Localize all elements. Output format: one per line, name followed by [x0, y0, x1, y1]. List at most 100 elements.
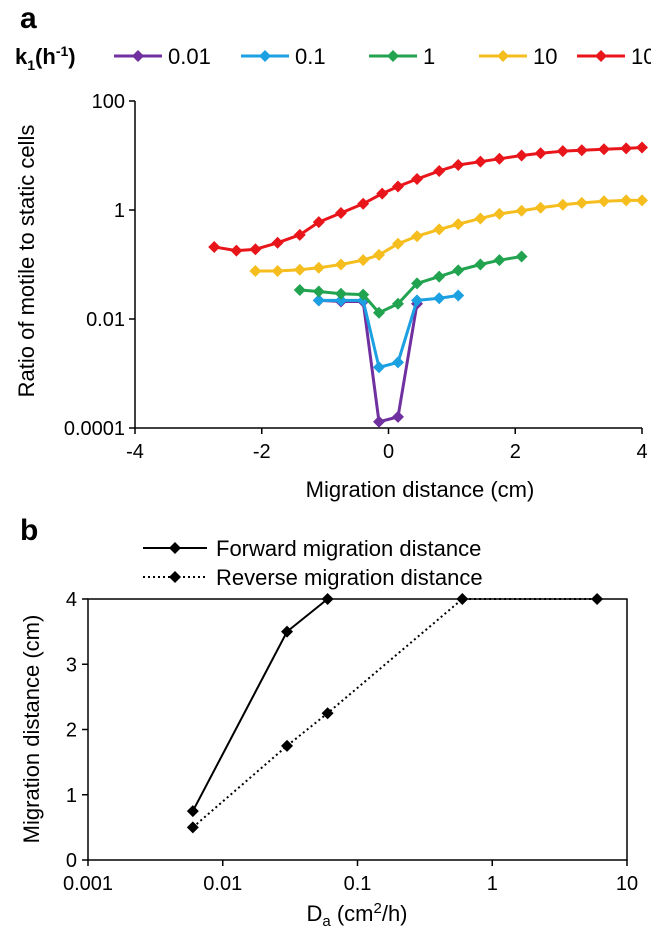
data-point-k1-0-1: [452, 289, 465, 302]
data-point-k1-100: [411, 173, 424, 186]
data-point-k1-10: [372, 248, 385, 261]
panel-a-x-tick-label: -4: [126, 441, 144, 463]
data-point-k1-100: [376, 187, 389, 200]
series-a: [208, 141, 648, 428]
data-point-reverse-migration-distance: [321, 707, 334, 720]
series-line-reverse-migration-distance: [192, 598, 598, 829]
legend-b-marker-reverse-migration-distance: [169, 571, 181, 583]
data-point-k1-10: [433, 223, 446, 236]
data-point-k1-100: [334, 207, 347, 220]
data-point-k1-100: [597, 143, 610, 156]
legend-a-label-10: 10: [533, 44, 557, 69]
data-point-k1-100: [392, 180, 405, 193]
data-point-k1-100: [452, 158, 465, 171]
panel-b-x-tick-label: 10: [616, 873, 638, 895]
data-point-k1-0-1: [334, 294, 347, 307]
panel-b-x-tick-label: 1: [487, 873, 498, 895]
data-point-k1-100: [515, 149, 528, 162]
panel-b: b Forward migration distance Reverse migr…: [19, 514, 638, 930]
legend-a-marker-0-01: [132, 50, 144, 62]
data-point-reverse-migration-distance: [186, 821, 199, 834]
panel-b-y-tick-label: 4: [66, 589, 77, 611]
data-point-k1-100: [230, 244, 243, 257]
panel-b-x-axis-title: Da (cm2/h): [306, 900, 407, 930]
axes-b: 0 1 2 3 4 0.001 0.01 0.1 1 10: [63, 589, 638, 895]
data-point-k1-10: [249, 264, 262, 277]
axes-a: 0.0001 0.01 1 100 -4 -2 0 2 4: [64, 91, 648, 463]
data-point-k1-1: [372, 306, 385, 319]
legend-a-label-0-01: 0.01: [168, 44, 211, 69]
legend-b-label-forward-migration-distance: Forward migration distance: [216, 536, 481, 561]
data-point-k1-10: [636, 194, 648, 207]
panel-b-y-tick-label: 0: [66, 850, 77, 872]
panel-a-x-tick-label: -2: [253, 441, 271, 463]
data-point-forward-migration-distance: [321, 593, 334, 605]
panel-a-label: a: [20, 2, 37, 35]
series-line-forward-migration-distance: [191, 598, 329, 812]
legend-a-label-100: 100: [631, 44, 651, 69]
series-line-k1-0-1: [318, 294, 459, 369]
data-point-k1-0-1: [312, 294, 325, 307]
panel-a-x-tick-label: 2: [510, 441, 521, 463]
legend-b-label-reverse-migration-distance: Reverse migration distance: [216, 565, 483, 590]
legend-a-marker-1: [387, 50, 399, 62]
data-point-reverse-migration-distance: [456, 593, 469, 605]
panel-b-y-tick-label: 3: [66, 654, 77, 676]
data-point-k1-0-01: [392, 410, 405, 423]
panel-a-y-tick-label: 0.0001: [64, 418, 125, 440]
data-point-k1-1: [293, 284, 306, 297]
legend-a-title: k1(h-1): [15, 43, 76, 73]
legend-a-label-0-1: 0.1: [295, 44, 326, 69]
data-point-k1-100: [493, 152, 506, 165]
data-point-k1-10: [392, 237, 405, 250]
data-point-reverse-migration-distance: [281, 739, 294, 752]
legend-a-marker-10: [497, 50, 509, 62]
data-point-k1-10: [452, 218, 465, 231]
data-point-k1-100: [636, 141, 648, 154]
data-point-k1-0-1: [372, 361, 385, 374]
series-line-k1-100: [213, 146, 643, 253]
data-point-k1-0-1: [392, 356, 405, 369]
panel-b-y-tick-label: 1: [66, 785, 77, 807]
panel-a: a k1(h-1) 0.01 0.1 1 10 100 0.0001 0.01 1 100 -4…: [14, 2, 651, 502]
data-point-k1-10: [597, 195, 610, 208]
data-point-k1-10: [474, 212, 487, 225]
data-point-forward-migration-distance: [186, 805, 199, 818]
data-point-k1-10: [556, 198, 569, 211]
data-point-k1-0-1: [433, 292, 446, 305]
panel-a-x-axis-title: Migration distance (cm): [306, 477, 535, 502]
data-point-k1-100: [575, 144, 588, 157]
data-point-k1-1: [433, 270, 446, 283]
data-point-k1-0-01: [372, 415, 385, 428]
data-point-k1-1: [357, 288, 370, 301]
data-point-k1-100: [208, 240, 221, 253]
panel-b-x-tick-label: 0.01: [203, 873, 242, 895]
series-line-k1-10: [255, 198, 642, 273]
legend-a: k1(h-1) 0.01 0.1 1 10 100: [15, 43, 651, 73]
data-point-k1-1: [392, 297, 405, 310]
data-point-k1-10: [312, 261, 325, 274]
data-point-k1-1: [452, 264, 465, 277]
legend-a-label-1: 1: [423, 44, 435, 69]
data-point-k1-10: [515, 204, 528, 217]
data-point-k1-100: [312, 216, 325, 229]
panel-b-x-tick-label: 0.001: [63, 873, 113, 895]
data-point-k1-10: [334, 258, 347, 271]
data-point-k1-1: [493, 254, 506, 267]
legend-a-marker-100: [595, 50, 607, 62]
data-point-k1-10: [493, 207, 506, 220]
data-point-k1-100: [293, 228, 306, 241]
panel-b-label: b: [20, 514, 38, 547]
data-point-k1-10: [411, 230, 424, 243]
data-point-k1-100: [357, 197, 370, 210]
data-point-k1-100: [556, 145, 569, 158]
data-point-k1-100: [433, 164, 446, 177]
data-point-forward-migration-distance: [281, 625, 294, 638]
panel-b-y-tick-label: 2: [66, 720, 77, 742]
panel-b-y-axis-title: Migration distance (cm): [19, 615, 44, 844]
data-point-k1-1: [312, 285, 325, 298]
data-point-k1-10: [271, 264, 284, 277]
data-point-k1-1: [474, 258, 487, 271]
panel-a-x-tick-label: 0: [383, 441, 394, 463]
series-b: [186, 593, 604, 834]
